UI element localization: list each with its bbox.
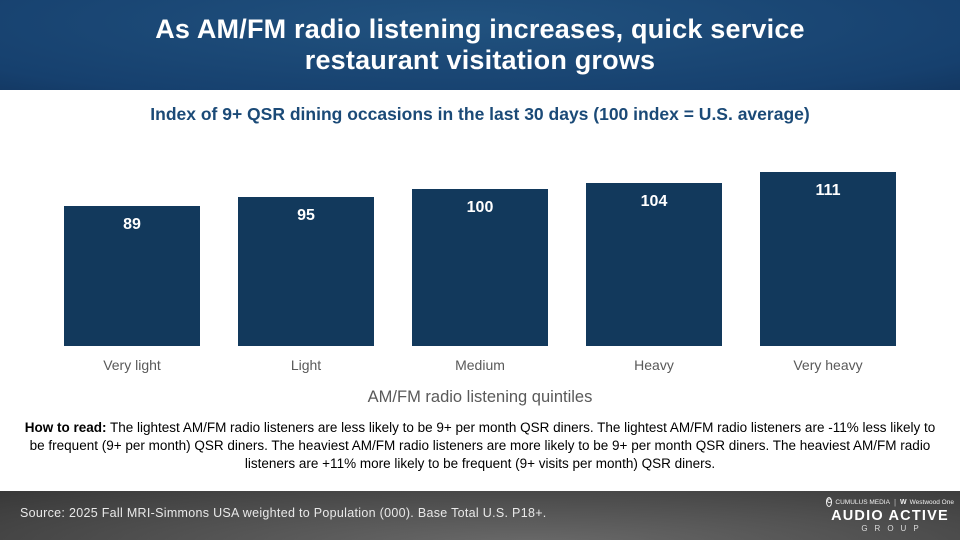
how-to-read-label: How to read: — [24, 420, 107, 435]
cumulus-media-label: CUMULUS MEDIA — [835, 498, 890, 506]
audio-active-group-logo: C CUMULUS MEDIA | W Westwood One AUDIO A… — [826, 497, 954, 533]
bar-slot-very-heavy: 111 — [760, 172, 896, 346]
bar-chart: 89 95 100 104 111 — [64, 172, 896, 346]
slide-title-line-2: restaurant visitation grows — [304, 45, 656, 75]
westwood-one-label: Westwood One — [909, 498, 954, 506]
category-label-light: Light — [290, 357, 322, 373]
category-label-medium: Medium — [455, 357, 505, 373]
bar-very-heavy: 111 — [760, 172, 896, 346]
category-label-very-light: Very light — [103, 357, 161, 373]
bar-medium: 100 — [412, 189, 548, 346]
bar-slot-very-light: 89 — [64, 206, 200, 346]
bar-value-label-heavy: 104 — [640, 193, 668, 210]
slide-footer: Source: 2025 Fall MRI-Simmons USA weight… — [0, 491, 960, 540]
bar-light: 95 — [238, 197, 374, 346]
x-axis-title: AM/FM radio listening quintiles — [367, 388, 593, 406]
chart-title: Index of 9+ QSR dining occasions in the … — [150, 104, 810, 124]
bar-heavy: 104 — [586, 183, 722, 346]
bar-value-label-very-light: 89 — [123, 216, 141, 233]
bar-value-label-light: 95 — [297, 207, 315, 224]
bar-slot-heavy: 104 — [586, 183, 722, 346]
logo-divider: | — [893, 497, 897, 507]
logo-brands: C CUMULUS MEDIA | W Westwood One — [826, 497, 954, 507]
bar-slot-light: 95 — [238, 197, 374, 346]
bar-very-light: 89 — [64, 206, 200, 346]
bar-value-label-medium: 100 — [466, 199, 494, 216]
slide-title-line-1: As AM/FM radio listening increases, quic… — [155, 14, 805, 44]
category-label-very-heavy: Very heavy — [793, 357, 863, 373]
how-to-read-text: The lightest AM/FM radio listeners are l… — [29, 420, 936, 471]
category-axis: Very light Light Medium Heavy Very heavy — [64, 357, 896, 373]
logo-subname: GROUP — [861, 524, 926, 533]
bar-value-label-very-heavy: 111 — [815, 182, 841, 199]
cumulus-media-icon: C — [826, 497, 833, 507]
westwood-one-icon: W — [900, 498, 907, 506]
bar-slot-medium: 100 — [412, 189, 548, 346]
category-label-heavy: Heavy — [634, 357, 674, 373]
logo-name: AUDIO ACTIVE — [831, 508, 949, 524]
how-to-read-note: How to read: The lightest AM/FM radio li… — [20, 419, 940, 473]
slide-header: As AM/FM radio listening increases, quic… — [0, 0, 960, 90]
source-note: Source: 2025 Fall MRI-Simmons USA weight… — [20, 506, 547, 520]
